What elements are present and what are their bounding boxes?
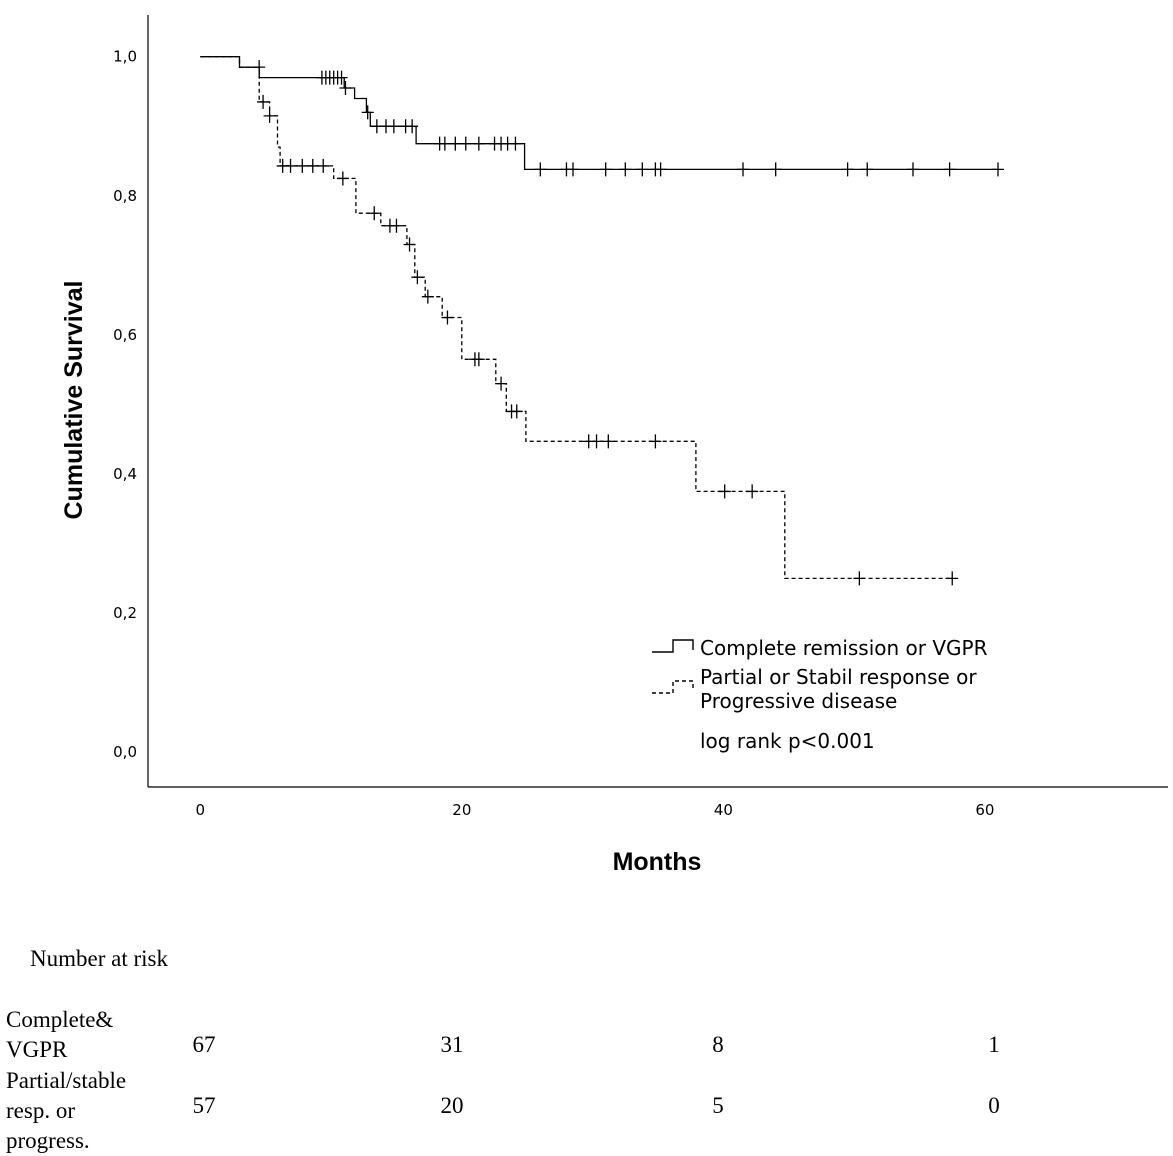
censor-mark xyxy=(387,119,400,134)
censor-mark xyxy=(599,162,612,177)
censor-mark xyxy=(943,162,956,177)
censor-mark xyxy=(590,434,603,449)
censor-mark xyxy=(403,237,416,252)
y-tick-label: 0,2 xyxy=(113,604,137,622)
censor-mark xyxy=(992,162,1004,177)
censor-mark xyxy=(253,60,266,75)
censor-mark xyxy=(907,162,919,177)
censor-mark xyxy=(335,70,348,85)
x-tick-label: 60 xyxy=(975,801,994,819)
censor-mark xyxy=(853,571,866,586)
x-tick-label: 20 xyxy=(452,801,471,819)
survival-curve-line xyxy=(200,56,953,580)
censor-mark xyxy=(296,158,309,173)
risk-row-label: progress. xyxy=(6,1128,90,1153)
censor-mark xyxy=(306,158,319,173)
censor-mark xyxy=(421,289,434,304)
y-axis-title: Cumulative Survival xyxy=(60,281,88,520)
risk-table-heading: Number at risk xyxy=(30,946,168,971)
censor-mark xyxy=(769,162,782,177)
legend-dashed-swatch xyxy=(652,680,694,694)
x-tick-label: 40 xyxy=(714,801,733,819)
censor-mark xyxy=(841,162,854,177)
censor-mark xyxy=(472,136,485,151)
censor-mark xyxy=(284,158,297,173)
x-tick-label: 0 xyxy=(196,801,206,819)
censor-mark xyxy=(534,162,547,177)
censor-mark xyxy=(317,158,330,173)
censor-mark xyxy=(510,404,523,419)
censor-mark xyxy=(263,108,276,123)
y-tick-label: 0,8 xyxy=(113,187,137,205)
x-axis-title: Months xyxy=(613,848,702,876)
censor-mark xyxy=(602,434,615,449)
legend-label-partial-line2: Progressive disease xyxy=(700,689,897,713)
censor-mark xyxy=(411,270,424,285)
y-tick-label: 0,0 xyxy=(113,743,137,761)
censor-mark xyxy=(449,136,462,151)
survival-curve-line xyxy=(200,56,998,171)
censor-mark xyxy=(495,376,508,391)
legend-label-partial: Partial or Stabil response or Progressiv… xyxy=(700,665,983,713)
y-tick-label: 0,6 xyxy=(113,326,137,344)
risk-value: 31 xyxy=(440,1032,464,1057)
censor-mark xyxy=(649,434,662,449)
risk-row-label: resp. or xyxy=(6,1098,75,1123)
y-tick-label: 0,4 xyxy=(113,465,137,483)
censor-mark xyxy=(472,352,485,367)
risk-value: 1 xyxy=(988,1032,1000,1057)
censor-mark xyxy=(567,162,579,177)
risk-value: 67 xyxy=(192,1032,216,1057)
y-tick-label: 1,0 xyxy=(113,48,137,66)
legend-solid-swatch xyxy=(652,639,694,653)
censor-mark xyxy=(654,162,667,177)
log-rank-annotation: log rank p<0.001 xyxy=(700,729,875,753)
censor-mark xyxy=(459,136,472,151)
censor-mark xyxy=(368,206,381,221)
legend-label-complete: Complete remission or VGPR xyxy=(700,636,988,660)
censor-mark xyxy=(509,136,522,151)
risk-value: 0 xyxy=(988,1093,1000,1118)
legend-label-partial-line1: Partial or Stabil response or xyxy=(700,665,977,689)
censor-mark xyxy=(746,484,759,499)
censor-mark xyxy=(718,484,731,499)
risk-row-label: VGPR xyxy=(6,1037,68,1062)
censor-mark xyxy=(441,310,454,325)
series-partial xyxy=(200,56,959,586)
censor-mark xyxy=(619,162,632,177)
censor-mark xyxy=(946,571,959,586)
censor-mark xyxy=(737,162,749,177)
censor-mark xyxy=(336,171,349,186)
censor-mark xyxy=(636,162,649,177)
censor-mark xyxy=(339,81,352,96)
risk-row-label: Partial/stable xyxy=(6,1068,127,1093)
risk-value: 57 xyxy=(192,1093,216,1118)
series-complete xyxy=(200,56,1004,177)
km-chart: 0 20 40 60 0,0 0,2 0,4 0,6 0,8 1,0 Cumulative Sur… xyxy=(60,15,1168,876)
censor-mark xyxy=(390,218,403,233)
risk-value: 5 xyxy=(712,1093,724,1118)
risk-row-label: Complete& xyxy=(6,1007,114,1032)
censor-mark xyxy=(361,105,374,120)
censor-mark xyxy=(406,119,419,134)
censor-mark xyxy=(257,94,270,109)
legend: Complete remission or VGPR Partial or St… xyxy=(652,636,988,753)
censor-mark xyxy=(861,162,874,177)
risk-value: 20 xyxy=(440,1093,464,1118)
censor-mark xyxy=(438,136,451,151)
risk-value: 8 xyxy=(712,1032,724,1057)
